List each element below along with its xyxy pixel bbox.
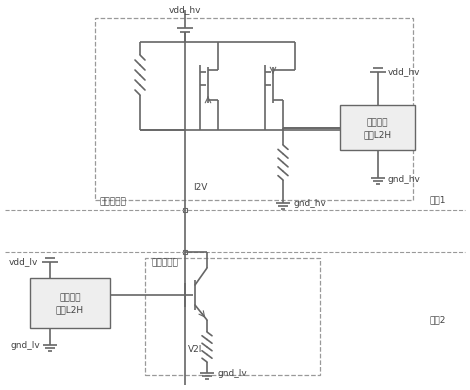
Text: gnd_hv: gnd_hv [293,200,326,209]
Text: vdd_hv: vdd_hv [169,5,201,14]
Text: gnd_lv: gnd_lv [10,342,40,351]
Text: 处理L2H: 处理L2H [363,130,392,139]
Bar [183,208,187,212]
Text: 低压发送端: 低压发送端 [152,259,179,268]
Bar [340,105,415,150]
Text: 芯片2: 芯片2 [430,316,446,324]
Text: gnd_hv: gnd_hv [387,174,420,184]
Text: 生成L2H: 生成L2H [56,305,84,314]
Text: I2V: I2V [193,184,207,193]
Bar [183,250,187,254]
Text: vdd_hv: vdd_hv [387,67,420,76]
Text: 接收数据: 接收数据 [367,118,388,127]
Text: V2I: V2I [188,346,202,355]
Text: 芯片1: 芯片1 [430,195,446,204]
Text: 发送数据: 发送数据 [59,294,81,303]
Text: vdd_lv: vdd_lv [8,257,38,266]
Bar [95,18,413,200]
Bar [30,278,110,328]
Text: 高压接收端: 高压接收端 [100,197,127,206]
Text: gnd_lv: gnd_lv [217,369,247,379]
Bar [145,258,320,375]
